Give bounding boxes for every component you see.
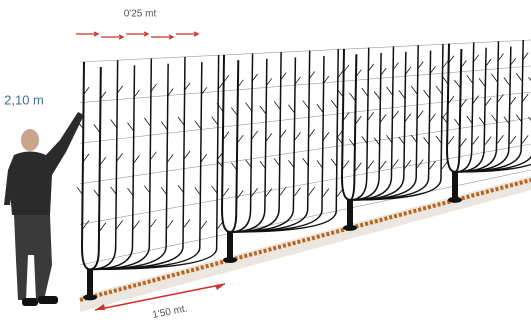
trunk-base bbox=[343, 225, 357, 231]
trunk-base bbox=[448, 197, 462, 203]
trunk bbox=[87, 269, 93, 297]
trunk-base bbox=[83, 294, 97, 300]
trellis-diagram: 0'25 mt 2,10 m 1'50 mt. bbox=[0, 0, 531, 320]
height-label: 2,10 m bbox=[4, 92, 44, 107]
trunk bbox=[347, 200, 353, 228]
trunk-base bbox=[223, 257, 237, 263]
top-spacing-label: 0'25 mt bbox=[124, 9, 157, 20]
trunk bbox=[227, 232, 233, 260]
trunk bbox=[452, 172, 458, 200]
